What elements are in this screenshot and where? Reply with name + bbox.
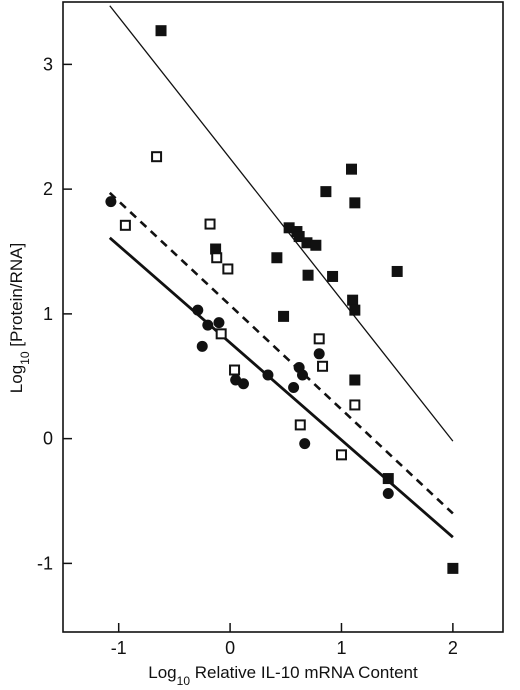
filled-square-point xyxy=(302,269,314,281)
filled-circle-point xyxy=(202,319,214,331)
filled-square-point xyxy=(347,294,359,306)
axis-ticks: -1 0 1 2 -1 0 1 2 3 xyxy=(37,54,458,658)
filled-square-point xyxy=(271,252,283,264)
open-square-point xyxy=(294,419,306,431)
open-square-point xyxy=(204,218,216,230)
y-tick-label: -1 xyxy=(37,553,53,573)
x-tick-label: 1 xyxy=(336,638,346,658)
data-points xyxy=(105,25,459,574)
y-tick-label: 0 xyxy=(43,429,53,449)
x-tick-label: 2 xyxy=(448,638,458,658)
filled-square-point xyxy=(349,304,361,316)
open-square-point xyxy=(119,219,131,231)
filled-circle-point xyxy=(288,381,300,393)
filled-square-point xyxy=(349,374,361,386)
thin-solid-regression-line xyxy=(109,5,454,442)
dashed-regression-line xyxy=(108,191,454,515)
y-tick-label: 3 xyxy=(43,54,53,74)
filled-circle-point xyxy=(192,304,204,316)
y-tick-label: 1 xyxy=(43,304,53,324)
filled-square-point xyxy=(349,197,361,209)
open-square-point xyxy=(313,333,325,345)
filled-square-point xyxy=(278,310,290,322)
open-square-point xyxy=(317,360,329,372)
filled-square-point xyxy=(346,163,358,175)
filled-square-point xyxy=(447,562,459,574)
x-tick-label: -1 xyxy=(111,638,127,658)
filled-square-point xyxy=(382,473,394,485)
filled-circle-point xyxy=(296,369,308,381)
filled-circle-point xyxy=(299,438,311,450)
x-axis-title: Log10 Relative IL-10 mRNA Content xyxy=(148,663,418,688)
open-square-point xyxy=(335,449,347,461)
filled-circle-point xyxy=(105,196,117,208)
filled-square-point xyxy=(293,231,305,243)
filled-square-point xyxy=(310,239,322,251)
filled-square-point xyxy=(155,25,167,37)
plot-area-frame xyxy=(62,1,504,633)
open-square-point xyxy=(229,364,241,376)
filled-circle-point xyxy=(262,369,274,381)
x-tick-label: 0 xyxy=(225,638,235,658)
regression-lines xyxy=(108,5,454,539)
open-square-point xyxy=(222,263,234,275)
filled-square-point xyxy=(283,222,295,234)
y-axis-title: Log10 [Protein/RNA] xyxy=(7,243,32,393)
filled-square-point xyxy=(391,265,403,277)
open-square-point xyxy=(349,399,361,411)
filled-square-point xyxy=(210,243,222,255)
open-square-point xyxy=(211,252,223,264)
y-tick-label: 2 xyxy=(43,179,53,199)
open-square-point xyxy=(151,151,163,163)
filled-circle-point xyxy=(382,488,394,500)
filled-circle-point xyxy=(213,317,225,329)
filled-circle-point xyxy=(196,340,208,352)
thick-solid-regression-line xyxy=(108,236,454,539)
filled-square-point xyxy=(327,270,339,282)
filled-circle-point xyxy=(313,348,325,360)
open-square-point xyxy=(215,328,227,340)
filled-circle-point xyxy=(237,378,249,390)
filled-square-point xyxy=(301,237,313,249)
filled-square-point xyxy=(320,186,332,198)
